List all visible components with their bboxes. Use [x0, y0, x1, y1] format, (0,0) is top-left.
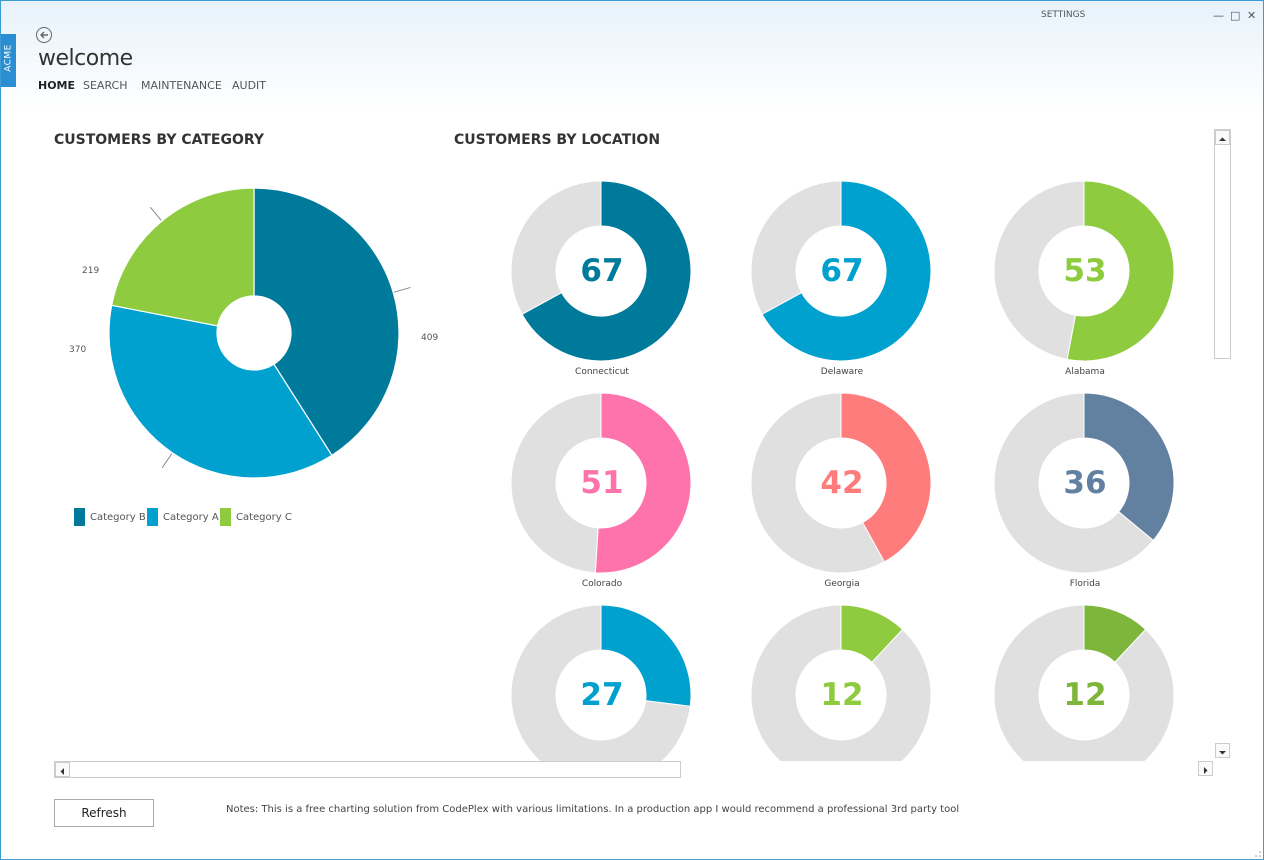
- donut-location-label: Florida: [1069, 579, 1101, 589]
- donut-chart: [994, 393, 1175, 574]
- donut-value: 12: [820, 677, 864, 713]
- category-pie-chart: [108, 187, 411, 479]
- pie-slice[interactable]: [253, 187, 400, 457]
- donut-location-label: Connecticut: [575, 367, 629, 377]
- donut-slice: [594, 393, 692, 574]
- scroll-up-icon[interactable]: [1215, 130, 1230, 145]
- location-donut[interactable]: 12: [994, 605, 1176, 761]
- pie-data-label: 219: [82, 266, 100, 276]
- donut-value: 53: [1063, 253, 1107, 289]
- notes-text: Notes: This is a free charting solution …: [226, 804, 960, 815]
- pie-slice[interactable]: [108, 304, 333, 479]
- donut-chart: [511, 181, 692, 362]
- category-section-title: CUSTOMERS BY CATEGORY: [54, 132, 265, 148]
- donut-remainder: [751, 605, 932, 761]
- scroll-left-icon[interactable]: [55, 762, 70, 777]
- leader-line: [394, 286, 411, 293]
- donut-slice: [1083, 393, 1175, 542]
- legend-label: Category B: [90, 512, 146, 523]
- donut-location-label: Alabama: [1065, 367, 1105, 377]
- tab-audit[interactable]: AUDIT: [232, 79, 267, 92]
- leader-line: [149, 206, 162, 221]
- location-donut[interactable]: 67 Delaware: [751, 181, 933, 381]
- donut-remainder: [994, 393, 1155, 574]
- tab-home[interactable]: HOME: [38, 79, 76, 92]
- donut-location-label: Delaware: [820, 367, 864, 377]
- donut-chart: [751, 393, 932, 574]
- location-donut[interactable]: 42 Georgia: [751, 393, 933, 593]
- donut-chart: [511, 605, 692, 761]
- pie-slice[interactable]: [110, 187, 255, 327]
- legend-label: Category C: [236, 512, 292, 523]
- donut-chart: [994, 605, 1175, 761]
- scroll-down-icon[interactable]: [1215, 743, 1230, 758]
- donut-chart: [994, 181, 1175, 362]
- donut-location-label: Colorado: [581, 579, 623, 589]
- donut-chart: [751, 181, 932, 362]
- vertical-scrollbar[interactable]: [1214, 129, 1231, 359]
- donut-remainder: [751, 181, 842, 316]
- donut-location-label: Georgia: [824, 579, 860, 589]
- donut-remainder: [751, 393, 886, 574]
- legend-swatch: [147, 508, 158, 526]
- legend-label: Category A: [163, 512, 219, 523]
- resize-grip-icon[interactable]: [1254, 850, 1262, 858]
- pie-data-label: 409: [421, 333, 439, 343]
- page-title: welcome: [38, 46, 133, 71]
- location-donut[interactable]: 36 Florida: [994, 393, 1176, 593]
- back-arrow-icon[interactable]: [36, 27, 52, 43]
- donut-slice: [600, 605, 692, 707]
- donut-remainder: [511, 181, 602, 316]
- location-donut[interactable]: 27: [511, 605, 693, 761]
- header-background: [1, 1, 1263, 111]
- location-donut[interactable]: 51 Colorado: [511, 393, 693, 593]
- donut-slice: [521, 181, 692, 362]
- settings-link[interactable]: SETTINGS: [1041, 10, 1086, 20]
- location-donut[interactable]: 67 Connecticut: [511, 181, 693, 381]
- minimize-icon[interactable]: —: [1213, 9, 1224, 22]
- donut-slice: [840, 605, 904, 663]
- donut-value: 42: [820, 465, 864, 501]
- donut-remainder: [511, 605, 691, 761]
- scroll-right-icon[interactable]: [1198, 761, 1213, 776]
- maximize-icon[interactable]: □: [1230, 9, 1241, 22]
- donut-value: 67: [820, 253, 864, 289]
- location-section-title: CUSTOMERS BY LOCATION: [454, 132, 661, 148]
- donut-value: 51: [580, 465, 624, 501]
- tab-maintenance[interactable]: MAINTENANCE: [141, 79, 222, 92]
- donut-value: 27: [580, 677, 624, 713]
- close-icon[interactable]: ✕: [1247, 9, 1257, 22]
- donut-remainder: [994, 181, 1085, 360]
- donut-value: 67: [580, 253, 624, 289]
- pie-data-label: 370: [69, 345, 87, 355]
- donut-chart: [511, 393, 692, 574]
- refresh-button[interactable]: Refresh: [54, 799, 154, 827]
- donut-value: 36: [1063, 465, 1107, 501]
- legend-swatch: [220, 508, 231, 526]
- donut-slice: [761, 181, 932, 362]
- donut-slice: [1066, 181, 1175, 362]
- donut-slice: [1083, 605, 1147, 663]
- acme-tab-label: ACME: [3, 44, 14, 72]
- horizontal-scrollbar[interactable]: [54, 761, 681, 778]
- acme-side-tab[interactable]: ACME: [1, 34, 16, 87]
- donut-remainder: [994, 605, 1175, 761]
- donut-chart: [751, 605, 932, 761]
- donut-value: 12: [1063, 677, 1107, 713]
- leader-line: [161, 453, 173, 468]
- location-donut[interactable]: 12: [751, 605, 933, 761]
- legend-swatch: [74, 508, 85, 526]
- location-donut[interactable]: 53 Alabama: [994, 181, 1176, 381]
- tab-search[interactable]: SEARCH: [83, 79, 128, 92]
- donut-remainder: [511, 393, 602, 574]
- donut-slice: [840, 393, 932, 563]
- location-donut-grid[interactable]: 67 Connecticut 67 Delaware 53 Alabama 51 Colora…: [454, 171, 1214, 761]
